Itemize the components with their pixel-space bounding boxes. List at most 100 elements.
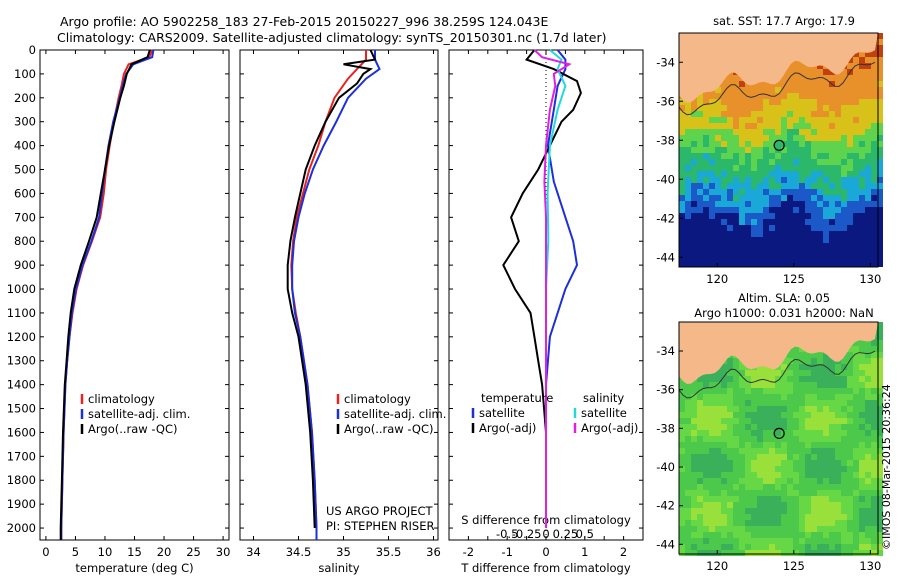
sst-map-cell <box>853 249 859 255</box>
sst-map-cell <box>709 243 715 249</box>
sla-map-cell <box>811 412 817 418</box>
map-y-tick-label: -36 <box>656 94 675 108</box>
sst-map-cell <box>697 183 703 189</box>
sst-map-cell <box>877 129 883 135</box>
sst-map-cell <box>817 129 823 135</box>
sst-map-cell <box>859 219 865 225</box>
sla-map-cell <box>799 436 805 442</box>
sst-map-cell <box>739 183 745 189</box>
sla-map-cell <box>733 532 739 538</box>
sst-map-cell <box>811 159 817 165</box>
sst-map-cell <box>799 75 805 81</box>
sst-map-cell <box>871 99 877 105</box>
sst-map-cell <box>727 75 733 81</box>
sla-map-cell <box>841 364 847 370</box>
sla-map-cell <box>679 418 685 424</box>
sla-map-cell <box>781 466 787 472</box>
sla-map-cell <box>811 394 817 400</box>
sla-map-cell <box>805 358 811 364</box>
sla-map-cell <box>817 430 823 436</box>
sla-map-cell <box>685 514 691 520</box>
sst-map-cell <box>679 147 685 153</box>
sla-map-cell <box>817 448 823 454</box>
sla-map-cell <box>739 412 745 418</box>
sst-map-cell <box>679 105 685 111</box>
sla-map-cell <box>871 442 877 448</box>
sst-map-cell <box>853 93 859 99</box>
sst-map-cell <box>787 255 793 261</box>
sst-map-cell <box>787 69 793 75</box>
sst-map-cell <box>787 249 793 255</box>
sla-map-cell <box>817 526 823 532</box>
sst-map-cell <box>817 153 823 159</box>
sla-map-cell <box>733 382 739 388</box>
sst-map-cell <box>817 249 823 255</box>
sla-map-cell <box>787 460 793 466</box>
sst-map-cell <box>829 135 835 141</box>
sst-map-cell <box>721 153 727 159</box>
sst-map-cell <box>697 219 703 225</box>
sla-map-cell <box>823 436 829 442</box>
sla-map-cell <box>751 502 757 508</box>
sst-map-cell <box>715 219 721 225</box>
sla-map-cell <box>823 496 829 502</box>
legend-label: Argo(..raw -QC) <box>344 422 434 436</box>
sla-map-cell <box>691 532 697 538</box>
x-tick-label: 30 <box>216 545 231 559</box>
sst-map-cell <box>727 249 733 255</box>
sla-map-cell <box>811 448 817 454</box>
x-tick-label: 35 <box>336 545 351 559</box>
sst-map-cell <box>733 249 739 255</box>
sla-map-cell <box>721 460 727 466</box>
sla-map-cell <box>859 376 865 382</box>
sla-map-cell <box>697 496 703 502</box>
sst-map-cell <box>727 183 733 189</box>
sst-map-cell <box>703 255 709 261</box>
sst-map-cell <box>877 237 883 243</box>
sst-map-cell <box>775 243 781 249</box>
sla-map-cell <box>841 478 847 484</box>
sst-map-cell <box>811 81 817 87</box>
sla-map-cell <box>835 406 841 412</box>
sla-map-cell <box>763 382 769 388</box>
sla-map-cell <box>685 400 691 406</box>
sst-map-cell <box>853 129 859 135</box>
sla-map-cell <box>733 376 739 382</box>
y-tick-label: 1600 <box>7 425 36 439</box>
sst-map-cell <box>703 147 709 153</box>
sla-map-cell <box>805 454 811 460</box>
sst-map-cell <box>793 237 799 243</box>
sla-map-cell <box>733 490 739 496</box>
sst-map-cell <box>817 243 823 249</box>
sla-map-cell <box>823 394 829 400</box>
sst-map-cell <box>859 81 865 87</box>
sla-map-cell <box>709 382 715 388</box>
sst-map-cell <box>811 219 817 225</box>
y-tick-label: 1700 <box>7 449 36 463</box>
sla-map-cell <box>715 550 721 556</box>
sst-map-cell <box>727 135 733 141</box>
sst-map-cell <box>811 243 817 249</box>
sst-map-cell <box>805 123 811 129</box>
sla-map-cell <box>865 382 871 388</box>
sst-map-cell <box>727 165 733 171</box>
sst-map-cell <box>799 177 805 183</box>
sst-map-cell <box>829 231 835 237</box>
sst-map-cell <box>781 207 787 213</box>
sla-map-cell <box>859 454 865 460</box>
sla-map-cell <box>865 502 871 508</box>
sla-map-cell <box>811 352 817 358</box>
sla-map-cell <box>835 496 841 502</box>
sla-map-cell <box>787 382 793 388</box>
legend-label: Argo(..raw -QC) <box>88 422 178 436</box>
sla-map-cell <box>721 382 727 388</box>
sla-map-cell <box>811 544 817 550</box>
sst-map-cell <box>805 81 811 87</box>
sst-map-cell <box>775 177 781 183</box>
sst-map-cell <box>871 81 877 87</box>
sla-map-cell <box>739 454 745 460</box>
sla-map-cell <box>721 412 727 418</box>
sla-map-cell <box>817 442 823 448</box>
sst-map-cell <box>679 177 685 183</box>
sst-map-cell <box>835 195 841 201</box>
